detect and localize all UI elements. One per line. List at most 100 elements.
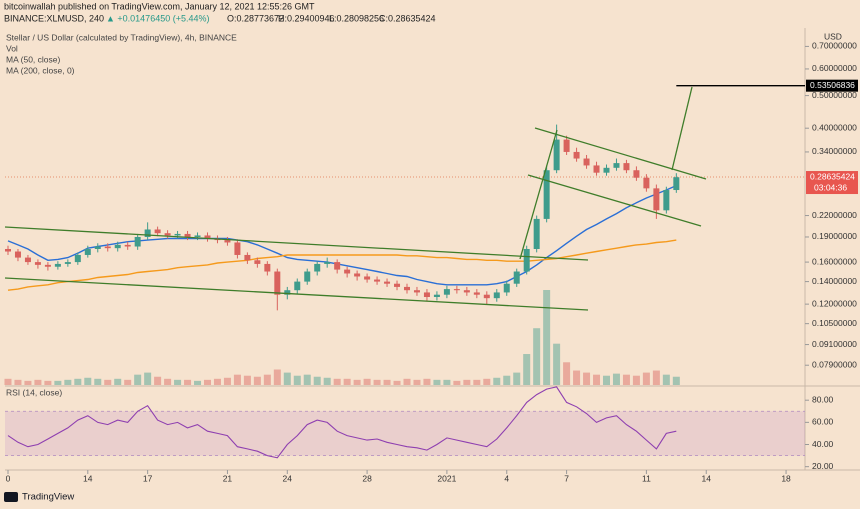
axis-labels: 0.70000000 0.60000000 0.50000000 0.40000000… bbox=[6, 41, 858, 483]
candle-body bbox=[364, 276, 371, 280]
x-tick-label: 14 bbox=[83, 473, 93, 483]
volume-bar bbox=[283, 372, 291, 385]
candle-body bbox=[453, 289, 460, 291]
volume-bar bbox=[144, 372, 152, 385]
y-tick-label: 0.10500000 bbox=[812, 318, 857, 328]
candle-body bbox=[653, 188, 660, 211]
rsi-band bbox=[5, 411, 805, 456]
rsi-tick-label: 80.00 bbox=[812, 394, 834, 404]
rsi-line bbox=[7, 386, 677, 459]
candle-body bbox=[194, 235, 201, 237]
volume-bar bbox=[164, 378, 172, 385]
volume-bar bbox=[413, 379, 421, 385]
candle-body bbox=[124, 244, 131, 247]
x-tick-label: 18 bbox=[781, 473, 791, 483]
y-tick-label: 0.12000000 bbox=[812, 298, 857, 308]
volume-bar bbox=[174, 379, 182, 385]
target-line bbox=[671, 86, 693, 171]
volume-bar bbox=[213, 378, 221, 385]
volume-bar bbox=[642, 372, 650, 385]
x-tick-label: 11 bbox=[642, 473, 651, 483]
volume-bar bbox=[513, 372, 521, 385]
volume-bar bbox=[443, 379, 451, 385]
moving-average bbox=[7, 239, 677, 291]
y-tick-label: 0.70000000 bbox=[812, 41, 857, 51]
last-price-box bbox=[806, 171, 858, 195]
volume-bar bbox=[583, 372, 591, 385]
volume-bar bbox=[243, 375, 251, 385]
candle-body bbox=[184, 233, 191, 237]
channel-bottom bbox=[4, 277, 589, 311]
candle-body bbox=[603, 167, 610, 173]
volume-bar bbox=[4, 378, 12, 385]
candle-body bbox=[433, 294, 440, 298]
volume-bar bbox=[503, 375, 511, 385]
volume-bar bbox=[184, 379, 192, 385]
y-tick-label: 0.09100000 bbox=[812, 339, 857, 349]
volume-bar bbox=[652, 370, 660, 385]
countdown: 03:04:36 bbox=[814, 182, 847, 192]
candle-body bbox=[593, 165, 600, 173]
moving-average bbox=[7, 184, 677, 286]
volume-bar bbox=[134, 374, 142, 385]
volume-bar bbox=[194, 380, 202, 385]
x-tick-label: 24 bbox=[283, 473, 293, 483]
x-tick-label: 7 bbox=[564, 473, 569, 483]
volume-bar bbox=[423, 378, 431, 385]
volume-bar bbox=[14, 379, 22, 385]
candle-body bbox=[204, 235, 211, 239]
volume-legend: Vol bbox=[6, 43, 18, 53]
y-tick-label: 0.16000000 bbox=[812, 256, 857, 266]
volume-bar bbox=[622, 374, 630, 385]
candle-body bbox=[94, 246, 101, 249]
volume-bar bbox=[493, 377, 501, 385]
candle-body bbox=[274, 271, 281, 295]
ma50-legend: MA (50, close) bbox=[6, 54, 60, 64]
candle-body bbox=[374, 279, 381, 282]
volume-bar bbox=[104, 379, 112, 385]
candle-body bbox=[114, 244, 121, 249]
candle-body bbox=[394, 283, 401, 287]
candle-body bbox=[503, 283, 510, 293]
candle-body bbox=[483, 294, 490, 299]
candle-body bbox=[134, 236, 141, 247]
candle-body bbox=[224, 240, 231, 243]
x-tick-label: 21 bbox=[223, 473, 233, 483]
rsi-title: RSI (14, close) bbox=[6, 387, 62, 397]
x-tick-label: 4 bbox=[504, 473, 509, 483]
logo: TradingView bbox=[4, 492, 74, 503]
candle-body bbox=[613, 163, 620, 168]
volume-bar bbox=[24, 380, 32, 385]
candle-body bbox=[174, 233, 181, 236]
symbol: BINANCE:XLMUSD, 240 bbox=[4, 13, 104, 23]
candle-body bbox=[264, 263, 271, 272]
rsi-tick-label: 60.00 bbox=[812, 417, 834, 427]
candle-body bbox=[413, 290, 420, 293]
x-tick-label: 0 bbox=[6, 473, 11, 483]
volume-bar bbox=[602, 375, 610, 385]
candle-body bbox=[144, 229, 151, 237]
candle-body bbox=[643, 177, 650, 189]
volume-bar bbox=[393, 380, 401, 385]
candle-body bbox=[34, 262, 41, 265]
y-tick-label: 0.50000000 bbox=[812, 90, 857, 100]
trend-lines bbox=[4, 86, 707, 311]
candle-body bbox=[54, 263, 61, 267]
volume-bar bbox=[253, 376, 261, 385]
volume-bar bbox=[34, 379, 42, 385]
candle-body bbox=[164, 233, 171, 236]
volume-bar bbox=[263, 374, 271, 385]
volume-bar bbox=[54, 380, 62, 385]
candle-body bbox=[493, 292, 500, 299]
candle-body bbox=[294, 281, 301, 291]
volume-bar bbox=[233, 374, 241, 385]
y-tick-label: 0.40000000 bbox=[812, 122, 857, 132]
pole-line bbox=[519, 129, 558, 260]
volume-bar bbox=[44, 380, 52, 385]
volume-bar bbox=[433, 379, 441, 385]
candle-body bbox=[633, 170, 640, 178]
volume-bar bbox=[632, 375, 640, 385]
volume-bar bbox=[293, 375, 301, 385]
